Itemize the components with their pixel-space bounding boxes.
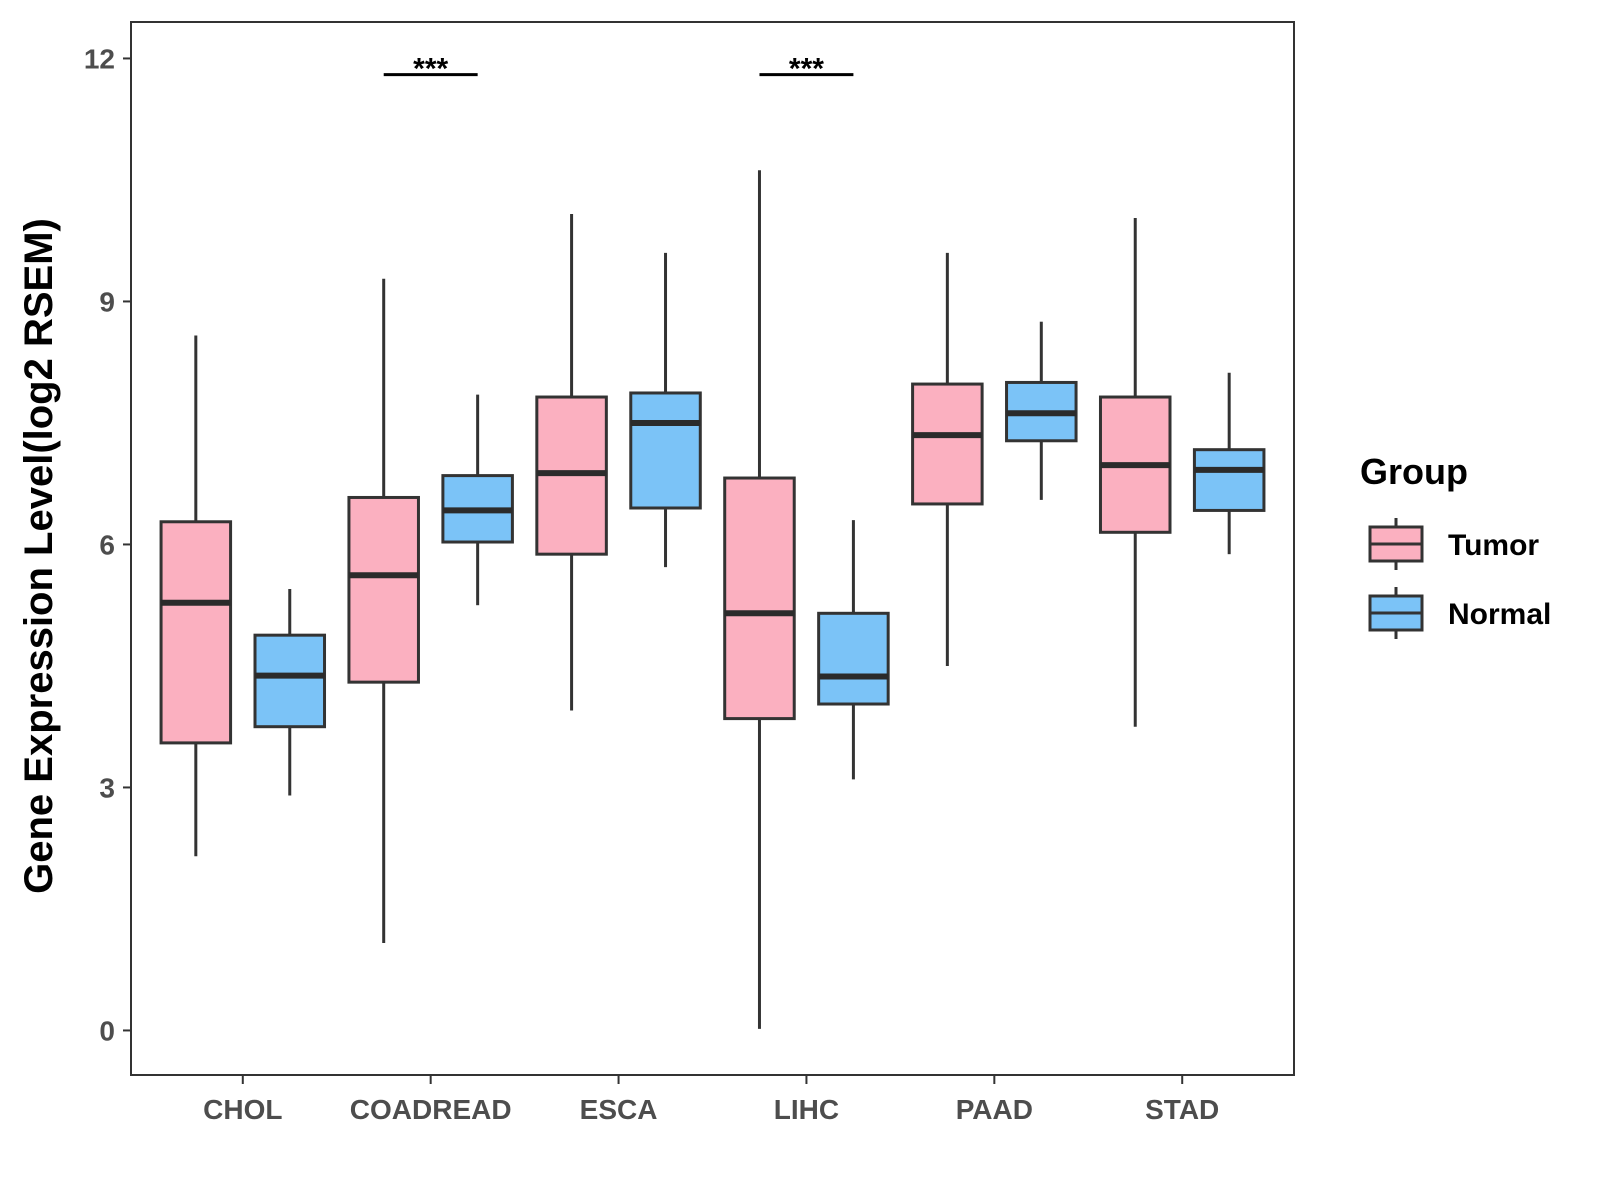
x-tick-label: STAD [1145,1094,1219,1125]
x-tick-label: PAAD [956,1094,1033,1125]
box-iqr [629,391,702,510]
plot-panel [130,21,1295,1076]
box-tumor-paad [911,252,984,666]
y-tick-label: 12 [84,43,115,74]
x-tick-label: CHOL [203,1094,282,1125]
box-iqr [911,382,984,506]
legend-label: Tumor [1448,529,1539,562]
box-iqr [347,495,420,684]
box-iqr [159,520,233,745]
legend: Group Tumor Normal [1360,451,1551,639]
box-normal-coadread [441,394,514,606]
box-tumor-stad [1098,218,1172,727]
significance-label: *** [413,53,448,86]
box-normal-stad [1192,372,1266,555]
significance-label: *** [789,53,824,86]
x-tick-label: LIHC [774,1094,839,1125]
box-iqr [253,633,327,729]
box-tumor-lihc [723,170,796,1029]
legend-item-tumor: Tumor [1368,518,1539,570]
legend-label: Normal [1448,598,1551,631]
y-tick-label: 3 [99,772,115,803]
box-normal-lihc [817,520,890,780]
x-tick-label: COADREAD [350,1094,512,1125]
x-tick-label: ESCA [580,1094,658,1125]
y-axis-title: Gene Expression Level(log2 RSEM) [17,218,61,894]
y-tick-label: 0 [99,1015,115,1046]
box-tumor-esca [535,213,608,711]
box-tumor-coadread [347,278,420,943]
box-iqr [723,476,796,721]
box-normal-chol [253,589,327,796]
y-tick-label: 9 [99,286,115,317]
box-iqr [817,611,890,706]
box-normal-paad [1005,321,1078,500]
box-iqr [1192,448,1266,512]
box-tumor-chol [159,335,233,857]
legend-title: Group [1360,451,1468,492]
y-tick-label: 6 [99,529,115,560]
legend-item-normal: Normal [1368,587,1551,639]
box-normal-esca [629,252,702,568]
